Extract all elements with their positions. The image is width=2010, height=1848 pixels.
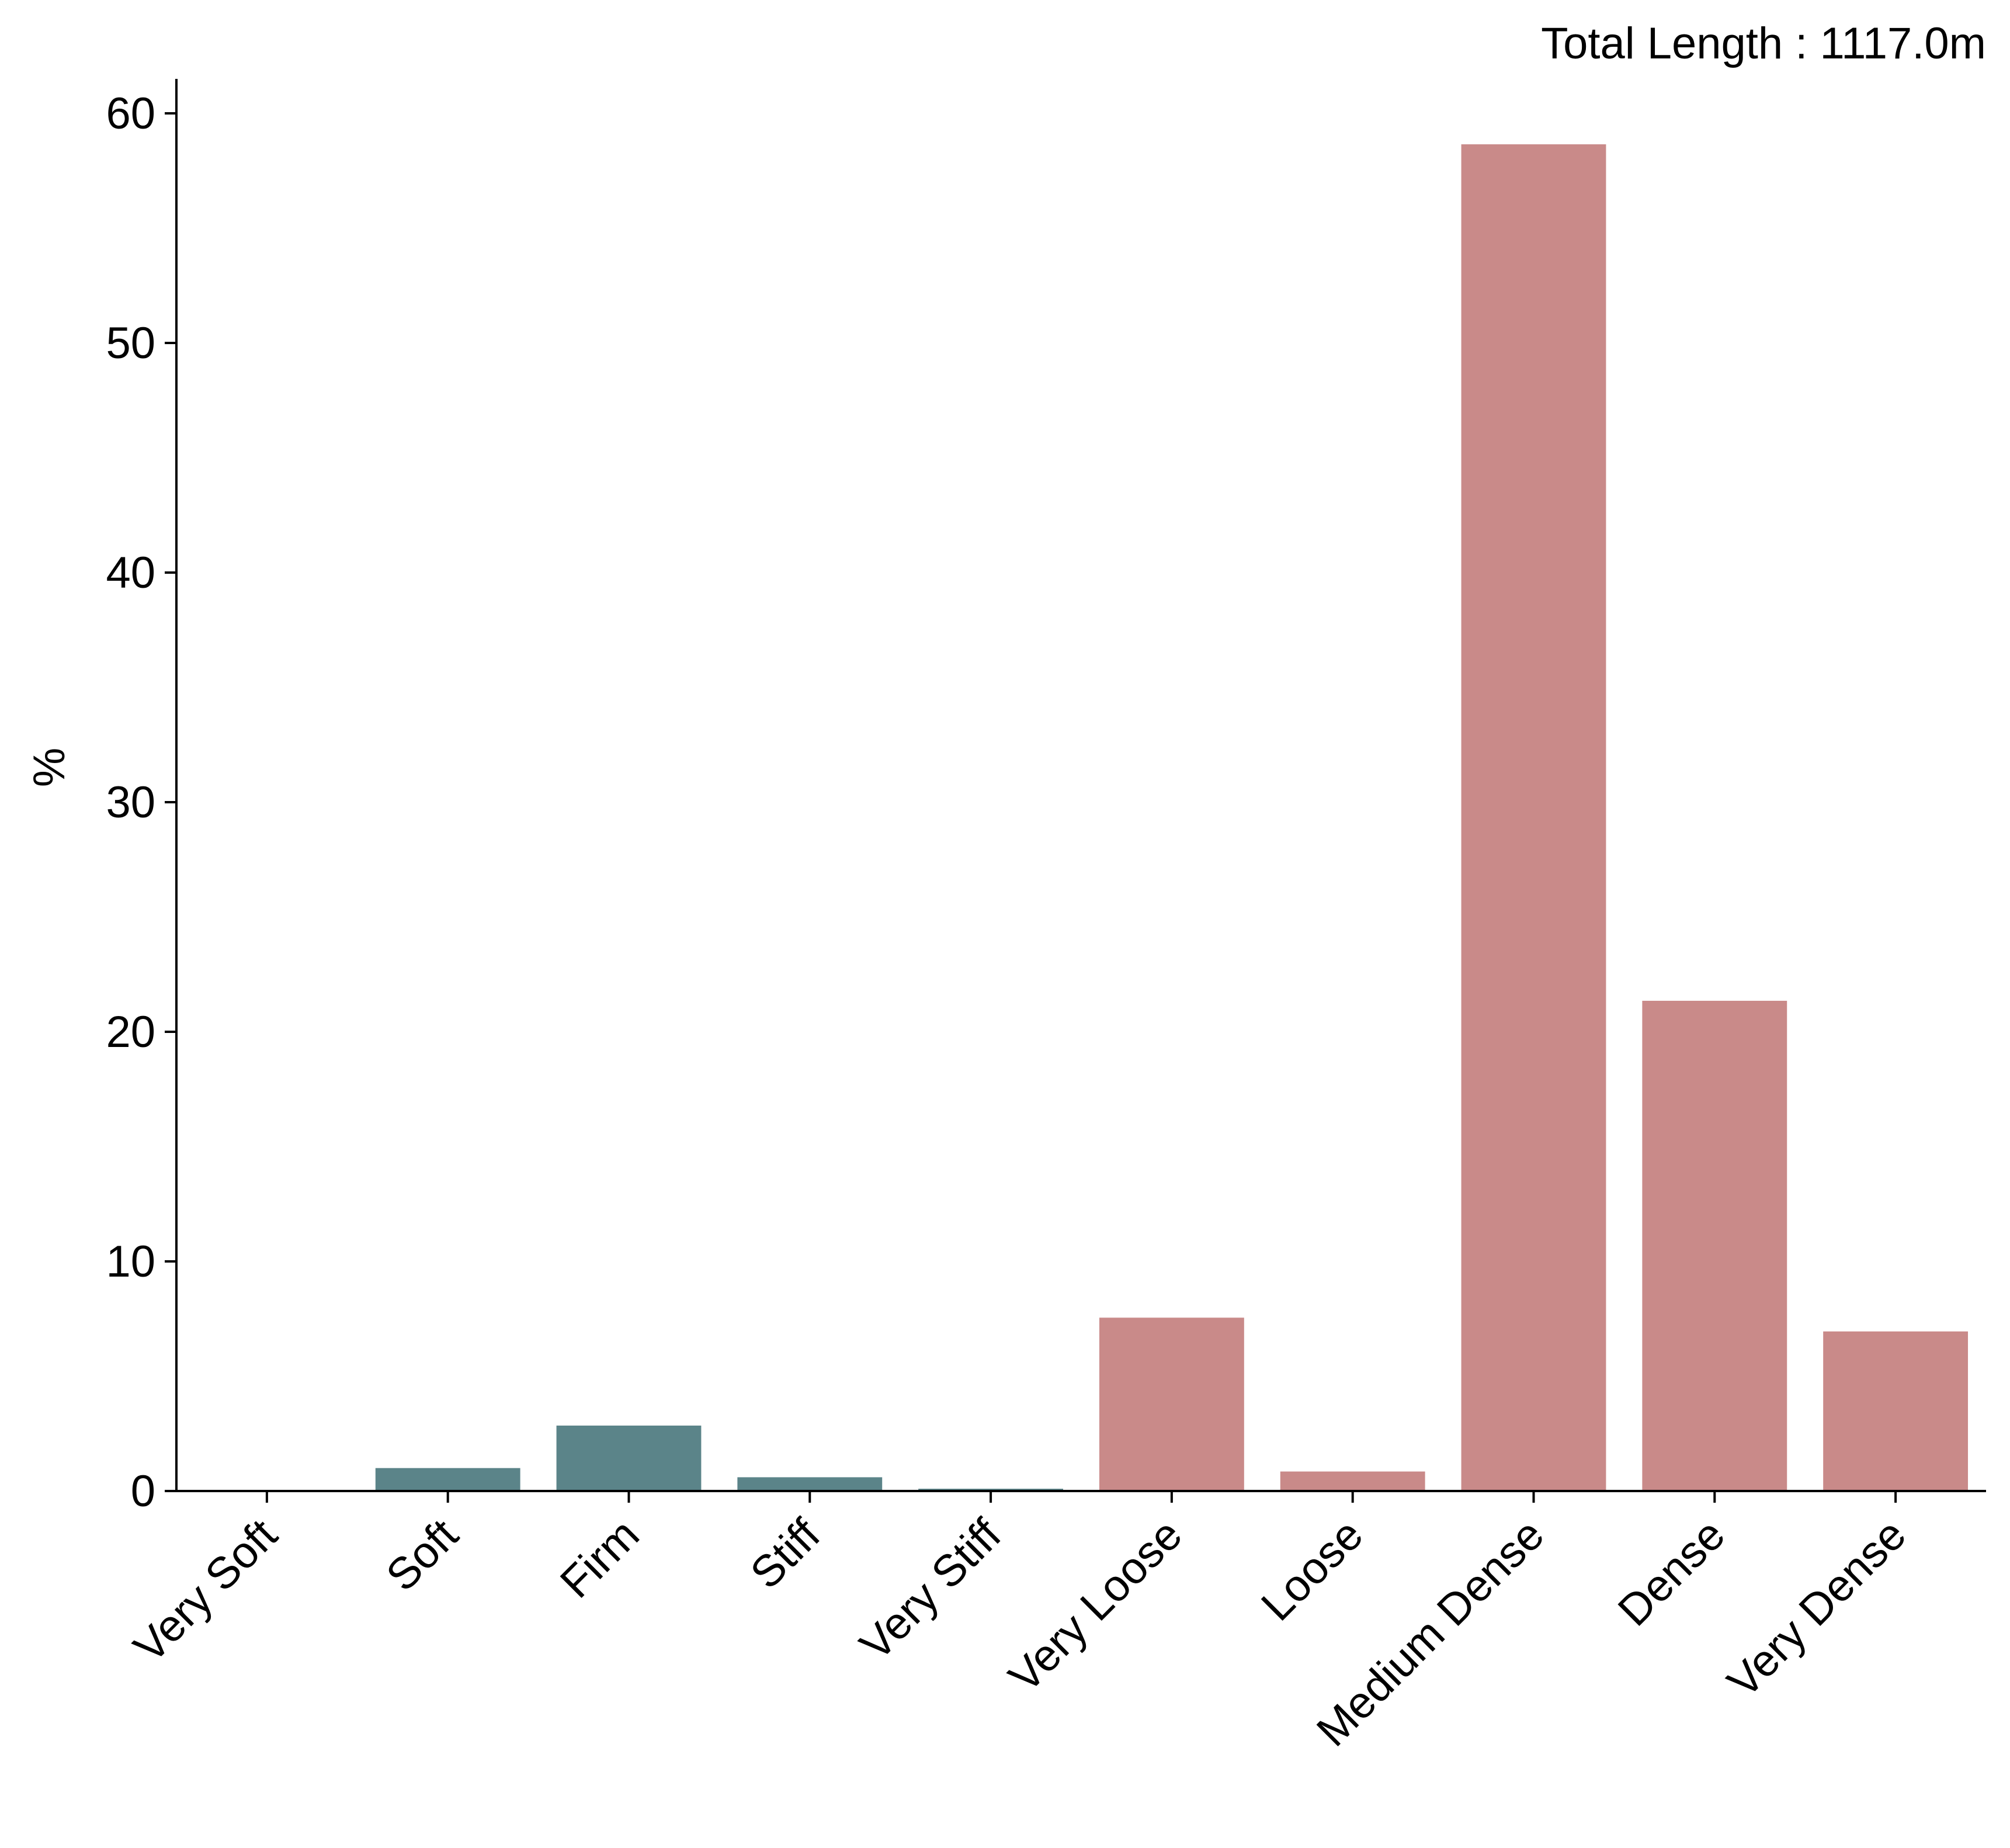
y-tick-label: 10 bbox=[106, 1237, 155, 1287]
y-tick-label: 50 bbox=[106, 318, 155, 368]
bar-very-loose bbox=[1099, 1317, 1244, 1491]
y-tick-label: 40 bbox=[106, 548, 155, 598]
bar-very-dense bbox=[1823, 1331, 1969, 1491]
total-length-annotation: Total Length : 1117.0m bbox=[1541, 19, 1986, 68]
y-tick-label: 60 bbox=[106, 89, 155, 138]
y-tick-label: 0 bbox=[131, 1466, 155, 1516]
y-tick-label: 30 bbox=[106, 778, 155, 827]
bar-firm bbox=[556, 1425, 702, 1491]
bar-dense bbox=[1642, 1000, 1787, 1491]
bar-loose bbox=[1280, 1471, 1425, 1491]
y-tick-label: 20 bbox=[106, 1007, 155, 1057]
plot-bars bbox=[375, 144, 1969, 1491]
y-axis-ticks: 0 10 20 30 40 50 60 bbox=[106, 89, 176, 1516]
y-axis-label: % bbox=[25, 748, 74, 788]
bar-soft bbox=[375, 1468, 520, 1491]
bar-medium-dense bbox=[1461, 144, 1606, 1491]
bar-stiff bbox=[737, 1477, 883, 1491]
